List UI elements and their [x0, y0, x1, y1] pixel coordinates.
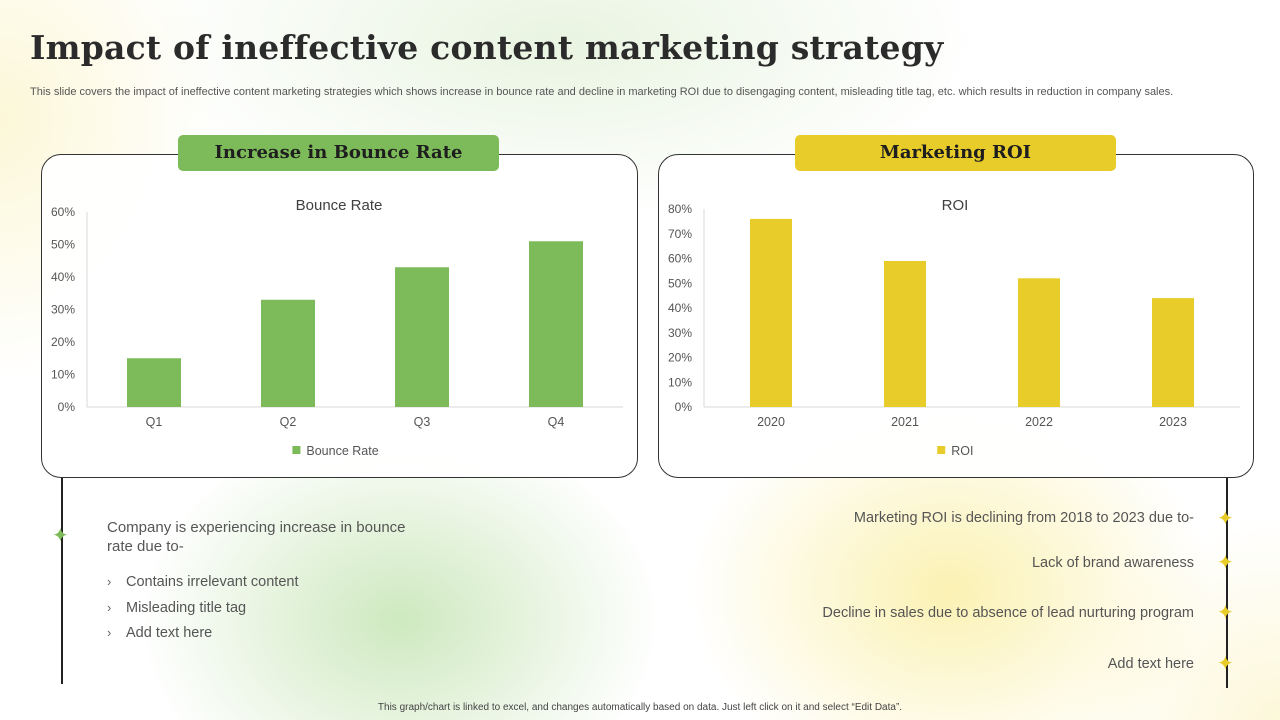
x-tick-label: 2023: [1159, 415, 1187, 429]
y-tick-label: 30%: [51, 303, 75, 317]
bounce-rate-header: Increase in Bounce Rate: [178, 135, 499, 171]
list-item: › Contains irrelevant content: [107, 574, 299, 590]
y-tick-label: 20%: [51, 335, 75, 349]
chevron-right-icon: ›: [107, 625, 112, 640]
bar: [884, 260, 926, 407]
sparkle-icon: ✦: [1217, 552, 1234, 574]
x-tick-label: 2020: [757, 415, 785, 429]
chevron-right-icon: ›: [107, 599, 112, 615]
sparkle-icon: ✦: [1217, 602, 1234, 624]
legend-swatch: [292, 446, 301, 454]
right-timeline-line: [1226, 478, 1228, 688]
sparkle-icon: ✦: [1217, 653, 1234, 675]
bar: [1018, 278, 1060, 407]
x-tick-label: Q2: [280, 415, 297, 429]
y-tick-label: 60%: [51, 205, 75, 219]
bar: [750, 218, 792, 407]
roi-point-text: Decline in sales due to absence of lead …: [822, 605, 1194, 621]
y-tick-label: 50%: [51, 238, 75, 252]
legend-swatch: [937, 446, 946, 454]
y-tick-label: 40%: [51, 270, 75, 284]
left-timeline-line: [61, 478, 63, 684]
x-tick-label: Q3: [414, 415, 431, 429]
bounce-rate-reasons-list: › Contains irrelevant content › Misleading…: [107, 573, 299, 650]
y-tick-label: 50%: [668, 276, 692, 290]
chart-title: ROI: [942, 197, 969, 214]
bar: [127, 358, 181, 407]
bar: [1152, 298, 1194, 407]
chart-title: Bounce Rate: [296, 197, 383, 214]
bounce-rate-lead-text: Company is experiencing increase in boun…: [107, 519, 406, 555]
roi-point-text: Marketing ROI is declining from 2018 to …: [853, 510, 1194, 526]
list-item: › Add text here: [107, 625, 213, 641]
roi-point-text: Lack of brand awareness: [1031, 555, 1194, 571]
y-tick-label: 0%: [58, 400, 76, 414]
sparkle-icon: ✦: [52, 525, 69, 547]
y-tick-label: 40%: [668, 301, 692, 315]
roi-point-text: Add text here: [1107, 656, 1194, 672]
list-item: › Misleading title tag: [107, 599, 247, 616]
y-tick-label: 20%: [668, 351, 692, 365]
x-tick-label: 2022: [1025, 415, 1053, 429]
y-tick-label: 80%: [668, 202, 692, 216]
footer-note: This graph/chart is linked to excel, and…: [377, 702, 903, 713]
x-tick-label: Q1: [146, 415, 163, 429]
bar: [529, 241, 583, 407]
y-tick-label: 0%: [675, 400, 693, 414]
bar: [261, 299, 315, 407]
page-title: Impact of ineffective content marketing …: [30, 28, 944, 67]
x-tick-label: Q4: [548, 415, 565, 429]
chevron-right-icon: ›: [107, 574, 112, 589]
x-tick-label: 2021: [891, 415, 919, 429]
legend-label: ROI: [951, 444, 973, 458]
bar: [395, 267, 449, 407]
sparkle-icon: ✦: [1217, 508, 1234, 530]
y-tick-label: 30%: [668, 326, 692, 340]
y-tick-label: 10%: [668, 375, 692, 389]
page-subtitle: This slide covers the impact of ineffect…: [30, 86, 1174, 98]
legend-label: Bounce Rate: [306, 444, 378, 458]
marketing-roi-header: Marketing ROI: [795, 135, 1116, 171]
y-tick-label: 70%: [668, 227, 692, 241]
y-tick-label: 60%: [668, 252, 692, 266]
y-tick-label: 10%: [51, 368, 75, 382]
